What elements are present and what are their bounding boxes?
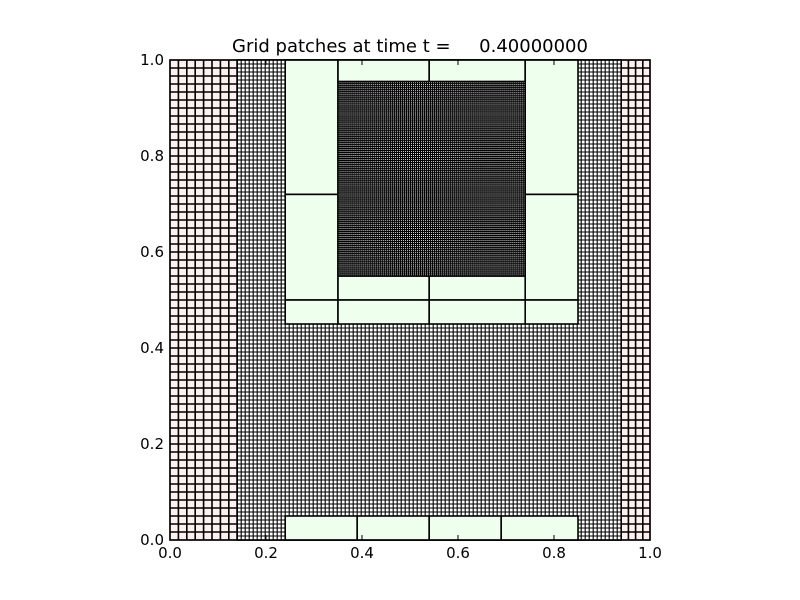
y-tick-label: 0.4 [140,339,164,357]
patch-level-3-13 [356,515,431,541]
x-tick-label: 1.0 [638,544,662,562]
patch-level-3-9 [428,275,527,301]
patch-level-3-11 [428,299,527,325]
patch-level-1-2 [620,59,651,541]
patch-level-3-1 [284,193,339,301]
y-tick-label: 0.2 [140,435,164,453]
patch-level-3-14 [428,515,503,541]
x-tick-label: 0.2 [254,544,278,562]
patch-level-3-2 [284,299,339,325]
patch-level-3-15 [500,515,579,541]
y-tick-label: 0.0 [140,531,164,549]
patch-level-4-0 [337,80,526,277]
patch-level-3-10 [337,299,430,325]
x-tick-label: 0.4 [350,544,374,562]
patch-level-3-4 [428,59,527,83]
chart-title: Grid patches at time t = 0.40000000 [232,36,588,57]
x-tick-label: 0.8 [542,544,566,562]
patch-level-3-12 [284,515,359,541]
patch-level-3-7 [524,299,579,325]
axes: 0.0 0.2 0.4 0.6 0.8 1.0 0.0 0.2 0.4 0.6 0.8 1.0 [140,51,662,562]
axes-frame [169,59,651,541]
patch-level-3-8 [337,275,430,301]
y-tick-label: 0.6 [140,243,164,261]
y-tick-label: 0.8 [140,147,164,165]
patch-level-3-5 [524,59,579,196]
patch-level-1-0 [169,59,238,541]
x-tick-label: 0.6 [446,544,470,562]
patch-level-3-3 [337,59,430,83]
y-tick-label: 1.0 [140,51,164,69]
patch-layer [169,59,651,541]
x-tick-label: 0.0 [158,544,182,562]
patch-level-3-6 [524,193,579,301]
patch-level-3-0 [284,59,339,196]
